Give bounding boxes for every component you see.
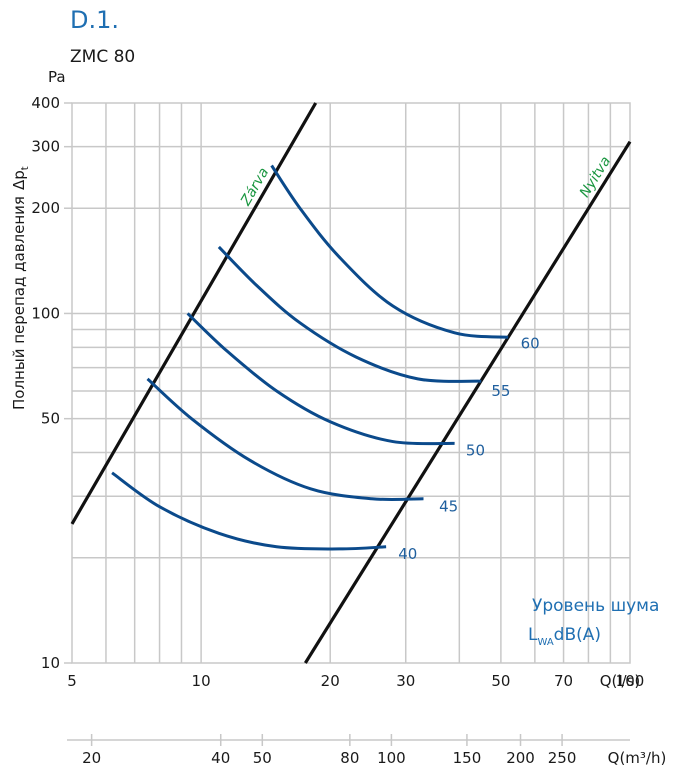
- curve-label-50: 50: [466, 442, 485, 460]
- x2-tick-label: 20: [82, 749, 101, 767]
- curve-label-40: 40: [398, 545, 417, 563]
- legend-title: Уровень шума: [532, 596, 659, 616]
- x2-tick-label: 250: [548, 749, 577, 767]
- y-tick-label: 100: [31, 304, 60, 322]
- curve-45-dba: [146, 377, 424, 502]
- chart-code: D.1.: [70, 6, 119, 34]
- x2-tick-label: 50: [253, 749, 272, 767]
- curve-55-dba: [217, 245, 482, 383]
- plot-frame: [71, 102, 631, 664]
- x2-tick-label: 200: [506, 749, 535, 767]
- y-tick-label: 400: [31, 94, 60, 112]
- x-tick-label: 50: [491, 672, 510, 690]
- x-tick-label: 100: [616, 672, 645, 690]
- legend-symbol-main: L: [528, 625, 538, 645]
- y-axis-symbol-main: Δp: [10, 170, 28, 190]
- axis-ticks: 10 50 100 200 300 400 5 10 20 30 50 70 100 20 40 50 80 10…: [31, 94, 644, 767]
- x-tick-label: 5: [67, 672, 77, 690]
- y-axis-symbol-sub: t: [20, 166, 31, 170]
- grid: [72, 103, 630, 663]
- plot-border: [71, 102, 631, 664]
- x-tick-label: 20: [321, 672, 340, 690]
- chart-model: ZMC 80: [70, 47, 135, 67]
- y-tick-label: 200: [31, 199, 60, 217]
- x-tick-label: 30: [396, 672, 415, 690]
- x2-tick-label: 100: [377, 749, 406, 767]
- legend-symbol-sub: WA: [537, 637, 553, 648]
- y-tick-label: 300: [31, 138, 60, 156]
- legend-symbol-unit: dB(A): [554, 625, 601, 645]
- x2-tick-label: 80: [340, 749, 359, 767]
- x2-axis-label: Q(m³/h): [608, 749, 667, 767]
- y-tick-label: 50: [41, 410, 60, 428]
- x-tick-label: 10: [192, 672, 211, 690]
- noise-level-curves: 40 45 50 55 60: [111, 164, 540, 563]
- x2-tick-label: 150: [453, 749, 482, 767]
- curve-label-55: 55: [491, 382, 510, 400]
- y-unit: Pa: [48, 68, 66, 86]
- legend-symbol: LWAdB(A): [528, 625, 601, 648]
- curve-label-45: 45: [439, 498, 458, 516]
- curve-40-dba: [111, 471, 387, 551]
- y-axis-label: Полный перепад давления: [10, 196, 28, 410]
- x-tick-label: 70: [554, 672, 573, 690]
- x-axis-label: Q(l/s): [600, 672, 641, 690]
- curve-50-dba: [186, 312, 455, 446]
- y-axis-symbol: Δpt: [10, 166, 31, 190]
- curve-label-60: 60: [521, 335, 540, 353]
- limit-line-open: [303, 140, 632, 664]
- curve-60-dba: [270, 164, 509, 339]
- limit-lines: Zárva Nyitva: [70, 102, 632, 664]
- x2-tick-label: 40: [211, 749, 230, 767]
- y-tick-label: 10: [41, 654, 60, 672]
